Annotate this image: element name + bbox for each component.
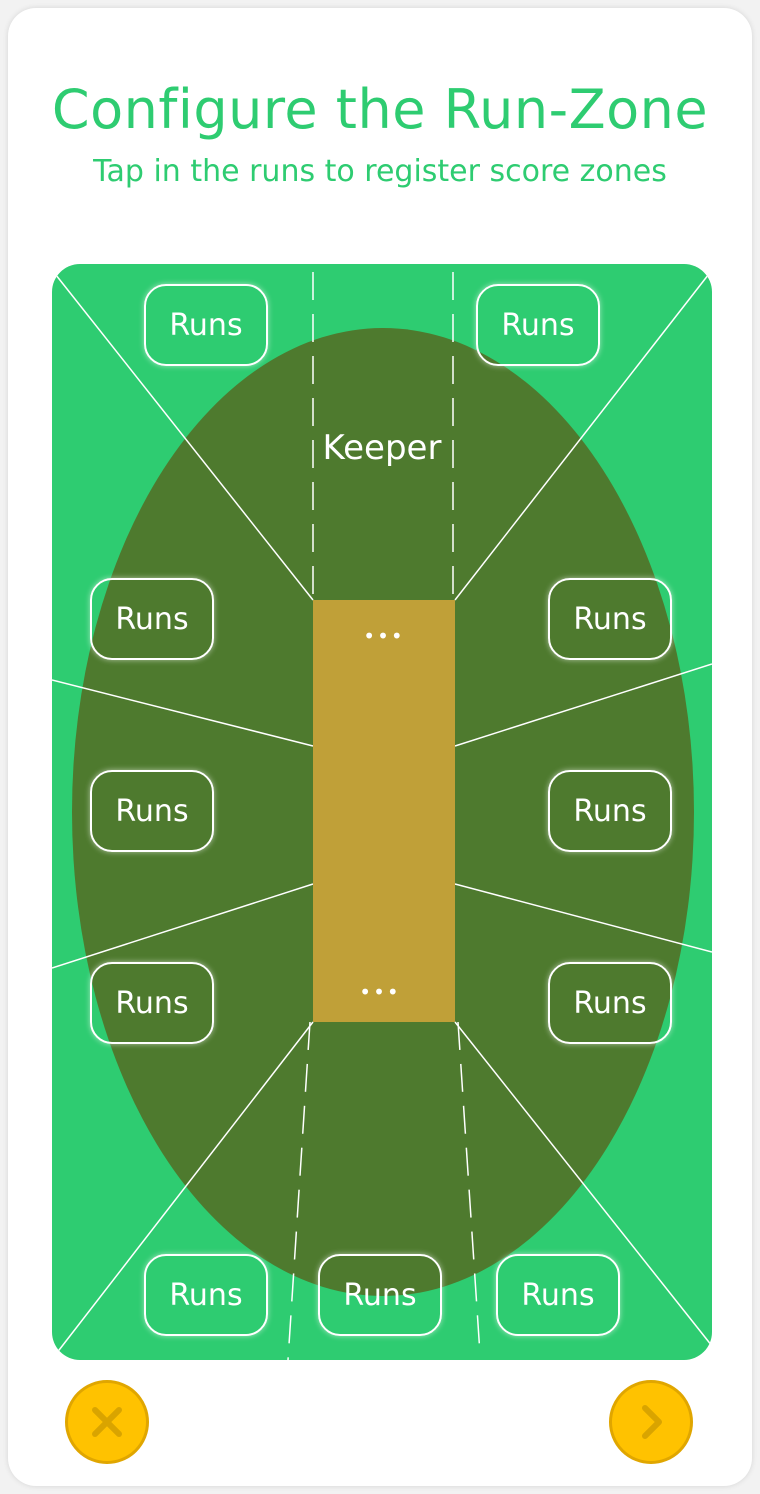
runs-zone-mid-right[interactable]: Runs	[548, 770, 672, 852]
close-icon	[92, 1407, 122, 1437]
chevron-right-icon	[642, 1405, 662, 1439]
runs-zone-top-right[interactable]: Runs	[476, 284, 600, 366]
runs-zone-lower-right[interactable]: Runs	[548, 962, 672, 1044]
runs-zone-upper-right[interactable]: Runs	[548, 578, 672, 660]
keeper-label: Keeper	[322, 428, 442, 468]
pitch-bottom-more-icon[interactable]: •••	[359, 980, 401, 1004]
runs-zone-upper-left[interactable]: Runs	[90, 578, 214, 660]
zone-dividers	[52, 269, 712, 1355]
pitch	[313, 600, 455, 1022]
next-button[interactable]	[609, 1380, 693, 1464]
page-subtitle: Tap in the runs to register score zones	[93, 154, 667, 189]
runs-zone-mid-left[interactable]: Runs	[90, 770, 214, 852]
runs-zone-lower-left[interactable]: Runs	[90, 962, 214, 1044]
cancel-button[interactable]	[65, 1380, 149, 1464]
pitch-top-more-icon[interactable]: •••	[363, 624, 405, 648]
runs-zone-bottom-left[interactable]: Runs	[144, 1254, 268, 1336]
cricket-field: Keeper ••• ••• Runs Runs Runs Runs Runs …	[52, 264, 712, 1360]
runs-zone-top-left[interactable]: Runs	[144, 284, 268, 366]
keeper-lane-lines	[287, 272, 481, 1360]
runs-zone-bottom-right[interactable]: Runs	[496, 1254, 620, 1336]
page-title: Configure the Run-Zone	[51, 78, 709, 141]
runs-zone-bottom-center[interactable]: Runs	[318, 1254, 442, 1336]
